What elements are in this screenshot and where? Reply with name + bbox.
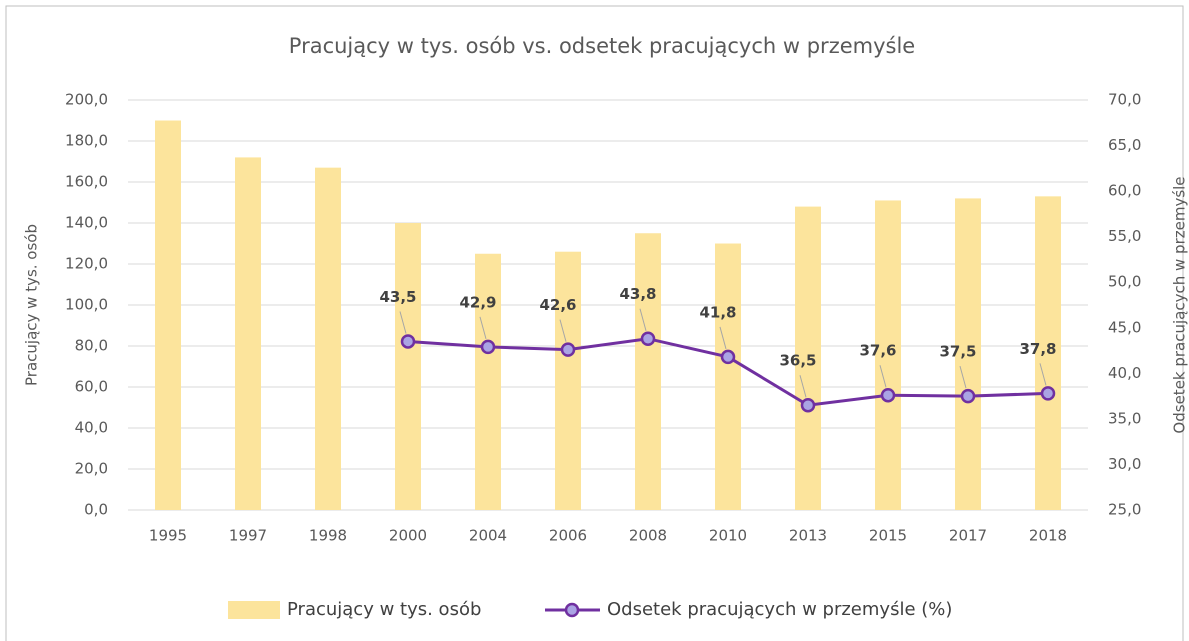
marker — [400, 334, 416, 349]
data-label: 41,8 — [699, 303, 736, 321]
data-label: 37,6 — [859, 342, 896, 360]
chart-title: Pracujący w tys. osób vs. odsetek pracuj… — [289, 34, 915, 58]
y2-tick-label: 45,0 — [1108, 318, 1141, 336]
marker — [1040, 386, 1056, 401]
bar — [715, 243, 741, 510]
marker — [960, 388, 976, 404]
y-tick-label: 140,0 — [65, 214, 108, 232]
data-label: 43,8 — [619, 285, 656, 303]
marker — [800, 397, 816, 413]
marker — [880, 387, 896, 403]
y2-tick-label: 25,0 — [1108, 501, 1141, 519]
x-tick-label: 2015 — [869, 527, 907, 545]
bar — [875, 200, 901, 510]
leader-line — [719, 326, 727, 350]
y-tick-label: 100,0 — [65, 296, 108, 314]
y-tick-label: 0,0 — [84, 501, 108, 519]
y-tick-label: 160,0 — [65, 173, 108, 191]
y-axis-label: Pracujący w tys. osób — [23, 224, 41, 386]
legend-swatch — [564, 602, 580, 618]
data-label: 36,5 — [779, 352, 816, 370]
y-tick-label: 60,0 — [75, 378, 108, 396]
y2-tick-label: 60,0 — [1108, 182, 1141, 200]
y-tick-label: 20,0 — [75, 460, 108, 478]
x-tick-label: 2018 — [1029, 527, 1067, 545]
leader-line — [959, 365, 967, 389]
bar — [1035, 196, 1061, 510]
y2-tick-label: 35,0 — [1108, 409, 1141, 427]
marker — [720, 349, 736, 365]
data-label: 42,6 — [539, 296, 576, 314]
bar — [555, 251, 581, 510]
leader-line — [1039, 363, 1047, 386]
x-tick-label: 2013 — [789, 527, 827, 545]
legend-swatch — [228, 601, 280, 619]
bar — [155, 120, 181, 510]
bar — [395, 223, 421, 510]
bar — [795, 206, 821, 510]
y2-axis-label: Odsetek pracujących w przemyśle — [1171, 176, 1189, 433]
leader-line — [399, 311, 407, 334]
x-tick-label: 1998 — [309, 527, 347, 545]
y-tick-label: 120,0 — [65, 255, 108, 273]
x-tick-label: 1995 — [149, 527, 187, 545]
data-label: 43,5 — [379, 288, 416, 306]
data-label: 37,5 — [939, 343, 976, 361]
y-tick-label: 200,0 — [65, 91, 108, 109]
leader-line — [639, 308, 647, 331]
x-tick-label: 2006 — [549, 527, 587, 545]
x-tick-label: 2004 — [469, 527, 507, 545]
data-label: 37,8 — [1019, 340, 1056, 358]
y2-tick-label: 30,0 — [1108, 455, 1141, 473]
legend-label: Odsetek pracujących w przemyśle (%) — [607, 599, 952, 620]
x-tick-label: 2008 — [629, 527, 667, 545]
bar — [475, 253, 501, 510]
marker — [640, 331, 656, 346]
y2-tick-label: 40,0 — [1108, 364, 1141, 382]
y-tick-label: 80,0 — [75, 337, 108, 355]
x-tick-label: 1997 — [229, 527, 267, 545]
x-tick-label: 2010 — [709, 527, 747, 545]
y2-tick-label: 55,0 — [1108, 227, 1141, 245]
leader-line — [479, 316, 487, 340]
y2-tick-label: 70,0 — [1108, 91, 1141, 109]
marker — [560, 342, 576, 357]
leader-line — [879, 365, 887, 388]
bar — [235, 157, 261, 510]
bar — [955, 198, 981, 510]
leader-line — [799, 375, 807, 398]
legend-label: Pracujący w tys. osób — [287, 599, 481, 620]
y2-tick-label: 50,0 — [1108, 273, 1141, 291]
x-tick-label: 2000 — [389, 527, 427, 545]
y-tick-label: 40,0 — [75, 419, 108, 437]
data-label: 42,9 — [459, 293, 496, 311]
leader-line — [559, 319, 567, 342]
y2-tick-label: 65,0 — [1108, 136, 1141, 154]
bar — [315, 167, 341, 510]
x-tick-label: 2017 — [949, 527, 987, 545]
y-tick-label: 180,0 — [65, 132, 108, 150]
bar — [635, 233, 661, 510]
chart-frame — [5, 5, 1184, 641]
marker — [480, 339, 496, 355]
